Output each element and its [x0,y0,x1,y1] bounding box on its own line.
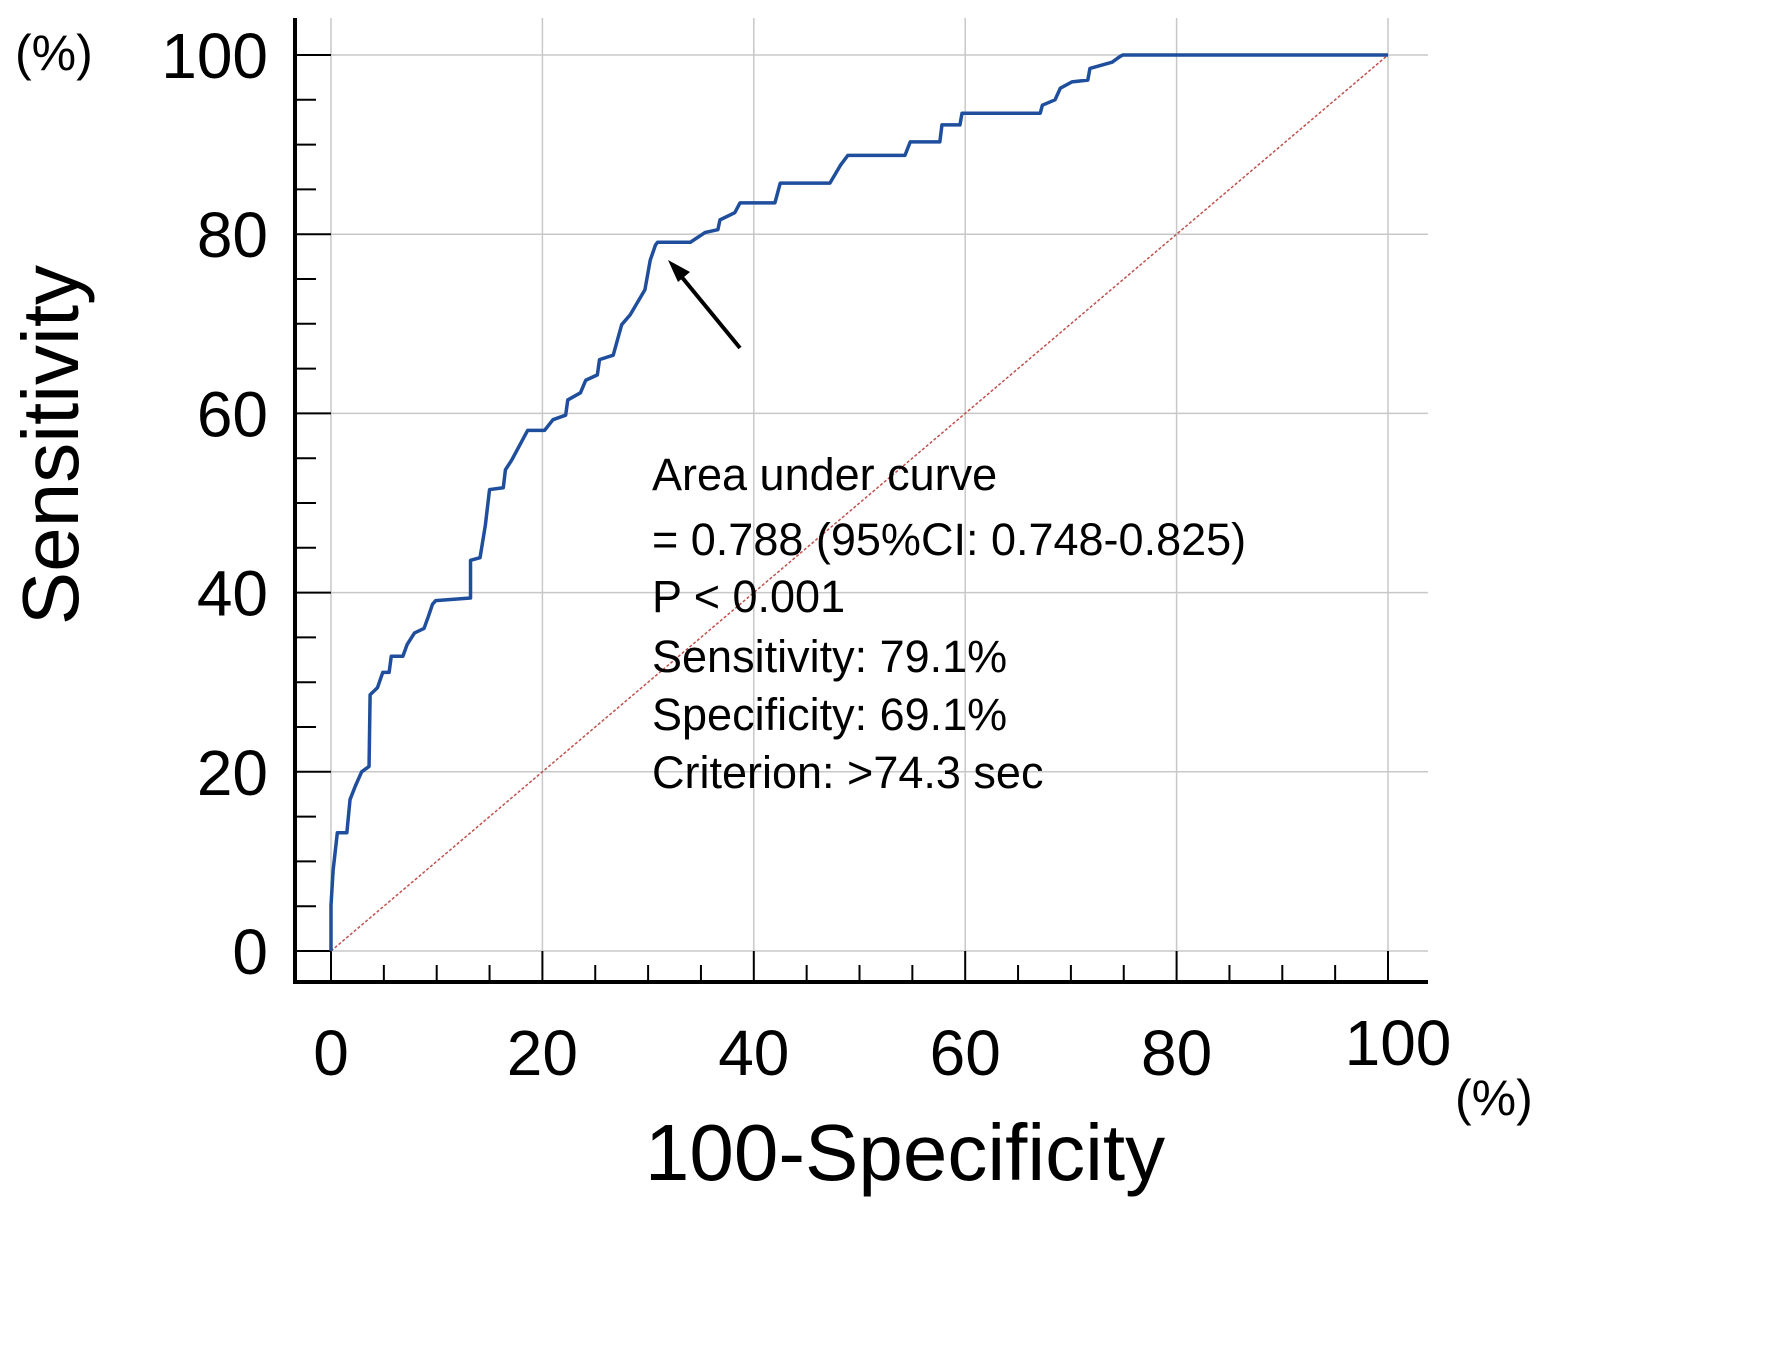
y-unit-label: (%) [15,25,93,81]
annotation-line: Criterion: >74.3 sec [652,747,1043,798]
annotation-line: Specificity: 69.1% [652,689,1007,740]
reference-line [330,54,1389,952]
y-tick-label: 100 [161,20,268,92]
annotation-line: Sensitivity: 79.1% [652,631,1007,682]
annotation-box: Area under curve = 0.788 (95%CI: 0.748-0.… [652,449,1246,798]
x-tick-label: 60 [930,1017,1001,1089]
x-unit-label: (%) [1455,1070,1533,1126]
annotation-line: Area under curve [652,449,997,500]
annotation-line: = 0.788 (95%CI: 0.748-0.825) [652,514,1246,565]
roc-curve [329,53,1388,951]
x-tick-label: 0 [313,1017,349,1089]
x-axis-title: 100-Specificity [645,1108,1165,1197]
y-tick-label: 0 [232,916,268,988]
y-tick-label: 80 [197,199,268,271]
x-tick-label: 20 [507,1017,578,1089]
y-tick-label: 60 [197,378,268,450]
x-tick-label: 100 [1345,1007,1452,1079]
x-tick-label: 40 [718,1017,789,1089]
y-axis-title: Sensitivity [6,265,95,625]
optimal-point-arrow [668,260,742,350]
minor-ticks [295,54,1389,982]
y-tick-label: 20 [197,737,268,809]
y-tick-label: 40 [197,558,268,630]
x-tick-label: 80 [1141,1017,1212,1089]
grid [295,18,1428,982]
annotation-line: P < 0.001 [652,571,845,622]
